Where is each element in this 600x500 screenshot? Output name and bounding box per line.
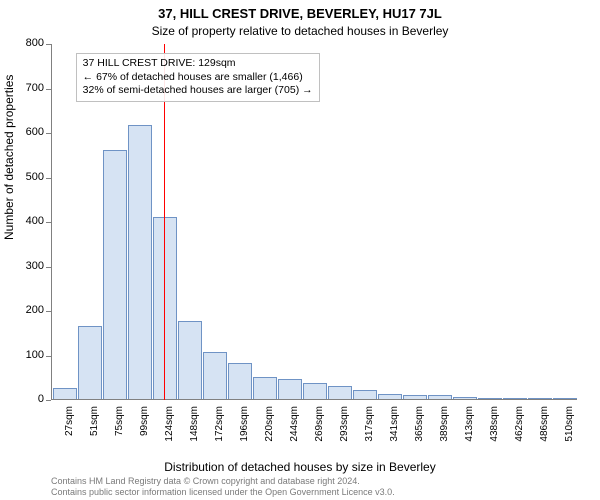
histogram-bar	[403, 395, 427, 399]
histogram-bar	[528, 398, 552, 399]
x-tick-label: 269sqm	[314, 406, 325, 456]
y-tick	[46, 178, 51, 179]
histogram-bar	[153, 217, 177, 399]
credits: Contains HM Land Registry data © Crown c…	[51, 476, 395, 498]
histogram-bar	[453, 397, 477, 399]
credits-line2: Contains public sector information licen…	[51, 487, 395, 498]
info-line: 37 HILL CREST DRIVE: 129sqm	[83, 57, 313, 71]
info-line: 32% of semi-detached houses are larger (…	[83, 84, 313, 98]
x-tick-label: 462sqm	[514, 406, 525, 456]
y-tick-label: 200	[16, 304, 44, 316]
info-line: ← 67% of detached houses are smaller (1,…	[83, 71, 313, 85]
credits-line1: Contains HM Land Registry data © Crown c…	[51, 476, 395, 487]
x-tick-label: 99sqm	[139, 406, 150, 456]
y-tick-label: 600	[16, 126, 44, 138]
x-tick-label: 220sqm	[264, 406, 275, 456]
x-tick-label: 75sqm	[114, 406, 125, 456]
x-tick-label: 124sqm	[164, 406, 175, 456]
histogram-bar	[253, 377, 277, 399]
info-box: 37 HILL CREST DRIVE: 129sqm← 67% of deta…	[76, 53, 320, 102]
x-tick-label: 510sqm	[564, 406, 575, 456]
plot-area: 37 HILL CREST DRIVE: 129sqm← 67% of deta…	[51, 44, 577, 400]
histogram-bar	[428, 395, 452, 399]
x-tick-label: 27sqm	[64, 406, 75, 456]
x-tick-label: 148sqm	[189, 406, 200, 456]
y-tick	[46, 267, 51, 268]
y-tick	[46, 311, 51, 312]
y-tick-label: 800	[16, 37, 44, 49]
x-tick-label: 413sqm	[464, 406, 475, 456]
histogram-bar	[203, 352, 227, 399]
y-tick	[46, 222, 51, 223]
y-tick-label: 700	[16, 82, 44, 94]
y-tick	[46, 356, 51, 357]
x-tick-label: 51sqm	[89, 406, 100, 456]
histogram-bar	[503, 398, 527, 399]
y-tick	[46, 44, 51, 45]
x-tick-label: 365sqm	[414, 406, 425, 456]
histogram-bar	[78, 326, 102, 399]
chart-subtitle: Size of property relative to detached ho…	[0, 24, 600, 38]
y-tick	[46, 133, 51, 134]
x-tick-label: 172sqm	[214, 406, 225, 456]
x-tick-label: 486sqm	[539, 406, 550, 456]
y-tick-label: 300	[16, 260, 44, 272]
x-tick-label: 244sqm	[289, 406, 300, 456]
x-tick-label: 196sqm	[239, 406, 250, 456]
y-tick-label: 0	[16, 393, 44, 405]
y-axis-label: Number of detached properties	[2, 75, 16, 240]
x-tick-label: 438sqm	[489, 406, 500, 456]
histogram-bar	[328, 386, 352, 399]
x-tick-label: 317sqm	[364, 406, 375, 456]
y-tick-label: 400	[16, 215, 44, 227]
histogram-bar	[303, 383, 327, 399]
chart-title: 37, HILL CREST DRIVE, BEVERLEY, HU17 7JL	[0, 6, 600, 21]
y-tick	[46, 400, 51, 401]
histogram-bar	[353, 390, 377, 399]
x-axis-label: Distribution of detached houses by size …	[0, 460, 600, 474]
histogram-bar	[53, 388, 77, 399]
histogram-bar	[128, 125, 152, 399]
y-tick	[46, 89, 51, 90]
x-tick-label: 389sqm	[439, 406, 450, 456]
x-tick-label: 341sqm	[389, 406, 400, 456]
histogram-bar	[378, 394, 402, 399]
histogram-bar	[103, 150, 127, 399]
histogram-bar	[278, 379, 302, 399]
histogram-bar	[478, 398, 502, 399]
chart-container: 37, HILL CREST DRIVE, BEVERLEY, HU17 7JL…	[0, 0, 600, 500]
y-tick-label: 500	[16, 171, 44, 183]
histogram-bar	[178, 321, 202, 399]
y-tick-label: 100	[16, 349, 44, 361]
histogram-bar	[228, 363, 252, 399]
x-tick-label: 293sqm	[339, 406, 350, 456]
histogram-bar	[553, 398, 577, 399]
